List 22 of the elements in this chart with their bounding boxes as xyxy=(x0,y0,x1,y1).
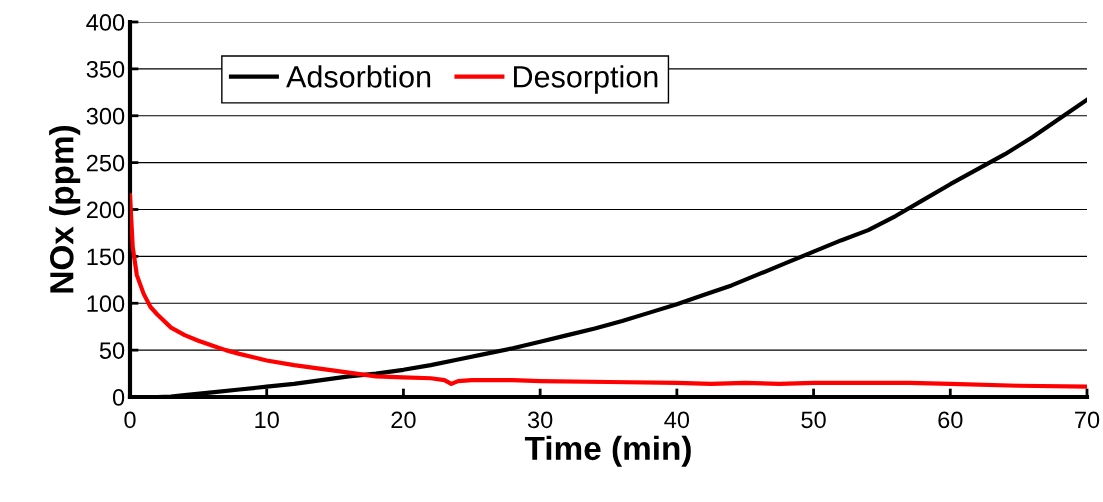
x-tick-label: 20 xyxy=(391,411,416,429)
y-tick-label: 300 xyxy=(86,107,125,125)
legend-label: Adsorbtion xyxy=(286,65,431,88)
x-tick-label: 30 xyxy=(527,411,553,429)
y-tick-label: 0 xyxy=(112,389,125,406)
legend-label: Desorption xyxy=(514,65,658,94)
y-tick-label: 150 xyxy=(87,248,125,266)
y-tick-label: 100 xyxy=(87,295,125,313)
x-tick-label: 10 xyxy=(255,411,279,429)
x-tick-label: 40 xyxy=(664,411,690,429)
x-tick-label: 50 xyxy=(801,411,826,429)
y-tick-label: 250 xyxy=(86,154,125,172)
y-axis-title: NOx (ppm) xyxy=(49,125,81,293)
y-tick-label: 200 xyxy=(86,201,125,219)
y-tick-label: 400 xyxy=(86,14,125,31)
y-tick-label: 350 xyxy=(86,60,125,78)
y-tick-label: 50 xyxy=(99,342,125,359)
x-tick-label: 0 xyxy=(124,411,136,429)
line-series xyxy=(130,193,1087,389)
x-axis-title: Time (min) xyxy=(524,435,691,467)
x-tick-label: 70 xyxy=(1075,411,1100,429)
x-tick-label: 60 xyxy=(938,411,963,429)
